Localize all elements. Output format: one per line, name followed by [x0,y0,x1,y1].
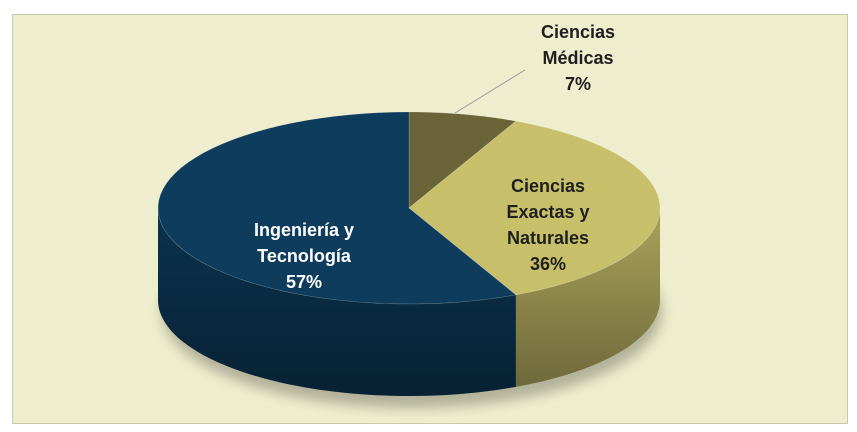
category-label: Ciencias Exactas y Naturales [506,176,590,248]
data-label: Ciencias Exactas y Naturales 36% [493,173,603,277]
side-shade [515,208,660,387]
pie-slice [157,111,517,305]
pie-slice [408,120,661,296]
category-label: Ingeniería y Tecnología [253,220,355,266]
value-label: 57% [285,272,323,292]
value-label: 36% [529,254,567,274]
side-shade [158,208,516,396]
pie-slice [408,111,517,209]
leader-line [454,69,526,114]
value-label: 7% [564,74,591,94]
data-label: Ciencias Médicas 7% [523,19,633,97]
data-label: Ingeniería y Tecnología 57% [229,217,379,295]
category-label: Ciencias Médicas [540,22,616,68]
